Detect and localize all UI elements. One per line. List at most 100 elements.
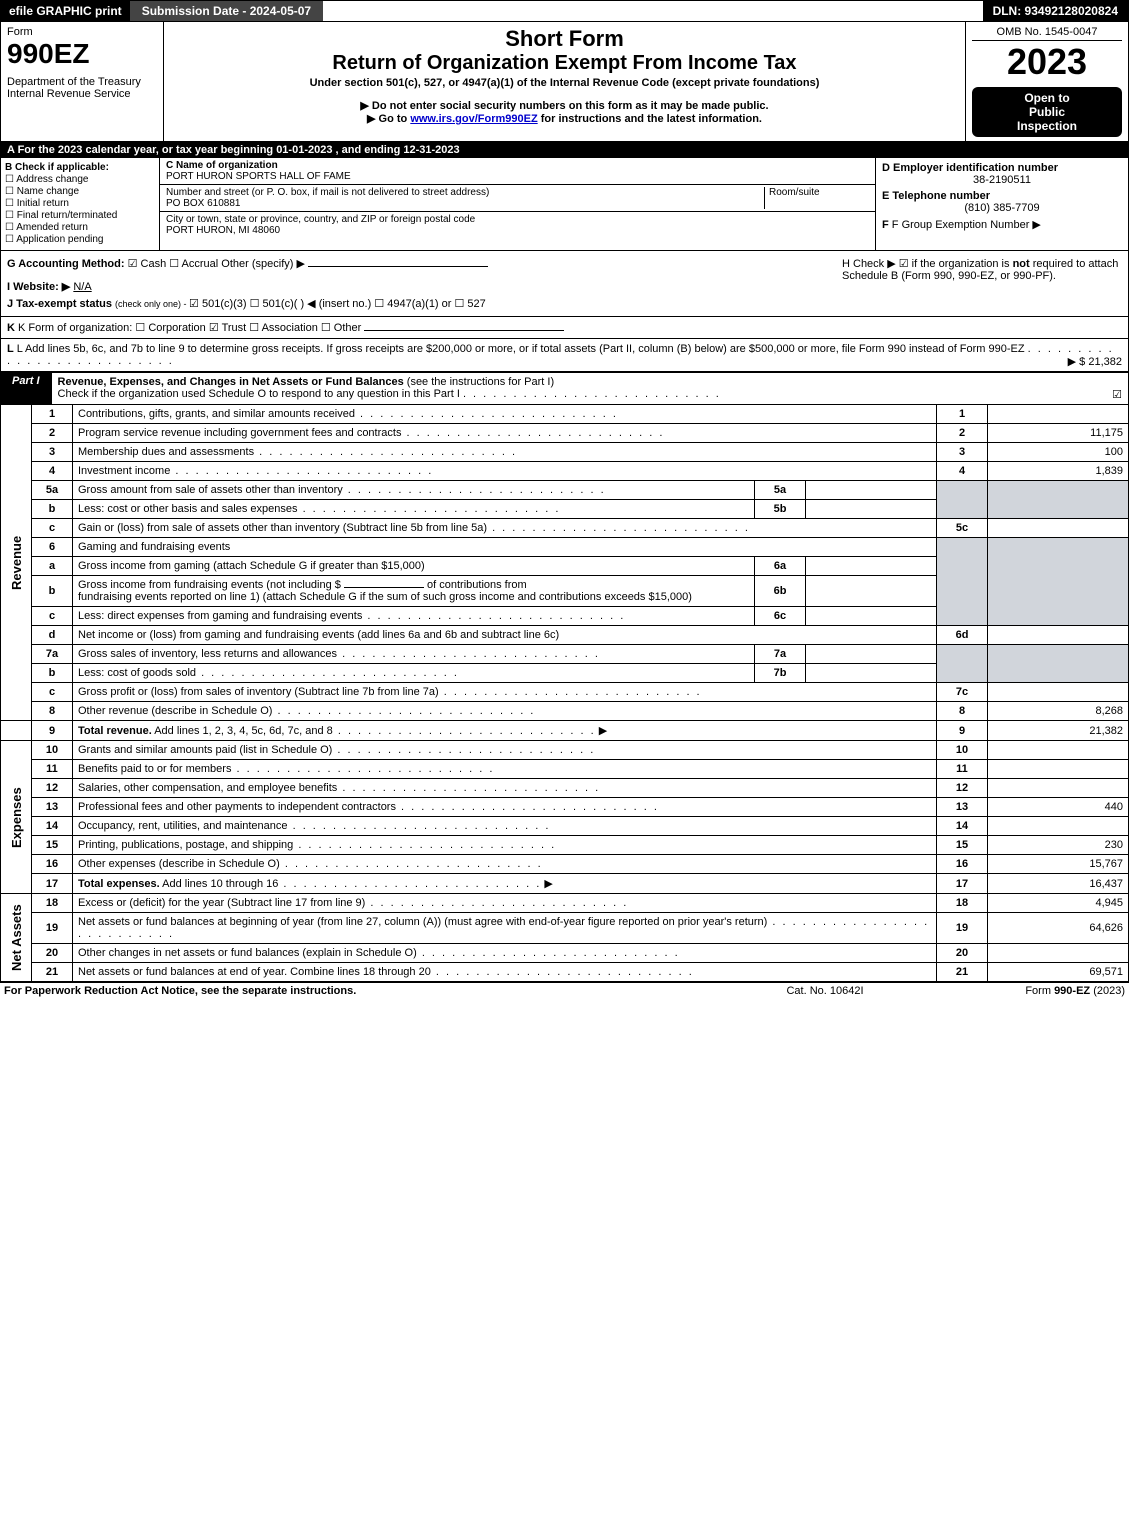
goto-line: ▶ Go to www.irs.gov/Form990EZ for instru… <box>170 112 959 125</box>
cb-final-return[interactable]: Final return/terminated <box>5 210 155 221</box>
dept-treasury: Department of the Treasury <box>7 76 157 88</box>
part1-check-line: Check if the organization used Schedule … <box>58 388 460 400</box>
l17-arrow: ▶ <box>544 878 552 890</box>
l2-amt: 11,175 <box>988 424 1129 443</box>
irs-link[interactable]: www.irs.gov/Form990EZ <box>410 113 537 125</box>
l17-num: 17 <box>32 874 73 894</box>
part1-schedule-o-checkbox[interactable]: ☑ <box>1112 388 1122 401</box>
l14-amt <box>988 817 1129 836</box>
l9-arrow: ▶ <box>599 725 607 737</box>
section-b: B Check if applicable: Address change Na… <box>1 158 160 250</box>
l15-num: 15 <box>32 836 73 855</box>
l21-amtnum: 21 <box>937 963 988 982</box>
l13-desc: Professional fees and other payments to … <box>78 801 396 813</box>
cb-name-change[interactable]: Name change <box>5 186 155 197</box>
l7b-sub: 7b <box>755 664 806 683</box>
cb-initial-return[interactable]: Initial return <box>5 198 155 209</box>
l5c-num: c <box>32 519 73 538</box>
l5a-sub: 5a <box>755 481 806 500</box>
l4-amt: 1,839 <box>988 462 1129 481</box>
l17-desc2: Add lines 10 through 16 <box>160 878 279 890</box>
l15-amtnum: 15 <box>937 836 988 855</box>
l11-desc: Benefits paid to or for members <box>78 763 231 775</box>
l18-amtnum: 18 <box>937 894 988 913</box>
l11-amtnum: 11 <box>937 760 988 779</box>
org-city: PORT HURON, MI 48060 <box>166 225 280 236</box>
l11-num: 11 <box>32 760 73 779</box>
l16-amt: 15,767 <box>988 855 1129 874</box>
l16-num: 16 <box>32 855 73 874</box>
l6a-num: a <box>32 557 73 576</box>
top-bar: efile GRAPHIC print Submission Date - 20… <box>0 0 1129 22</box>
goto-prefix: ▶ Go to <box>367 113 410 125</box>
footer-right-bold: 990-EZ <box>1054 985 1090 997</box>
l5a-subval <box>806 481 937 500</box>
subtitle: Under section 501(c), 527, or 4947(a)(1)… <box>170 77 959 89</box>
l6c-subval <box>806 607 937 626</box>
inspection-line1: Open to <box>978 91 1116 105</box>
l19-amt: 64,626 <box>988 913 1129 944</box>
l5-shaded-num <box>937 481 988 519</box>
l4-desc: Investment income <box>78 465 170 477</box>
efile-label: efile GRAPHIC print <box>1 1 130 21</box>
ein-value: 38-2190511 <box>882 174 1122 186</box>
l7c-num: c <box>32 683 73 702</box>
l5b-num: b <box>32 500 73 519</box>
accounting-method: G Accounting Method: ☑ Cash ☐ Accrual Ot… <box>7 257 832 270</box>
l6b-desc-mid: of contributions from <box>427 579 527 591</box>
footer-catno: Cat. No. 10642I <box>725 985 925 997</box>
footer-right-pre: Form <box>1025 985 1054 997</box>
l3-num: 3 <box>32 443 73 462</box>
part1-title-row: Revenue, Expenses, and Changes in Net As… <box>52 372 1129 404</box>
header-center: Short Form Return of Organization Exempt… <box>164 22 965 141</box>
l7c-amtnum: 7c <box>937 683 988 702</box>
l8-amt: 8,268 <box>988 702 1129 721</box>
footer-formref: Form 990-EZ (2023) <box>925 985 1125 997</box>
h-label: H Check ▶ ☑ if the organization is <box>842 258 1013 270</box>
inspection-box: Open to Public Inspection <box>972 87 1122 137</box>
l6d-amtnum: 6d <box>937 626 988 645</box>
l6a-desc: Gross income from gaming (attach Schedul… <box>78 560 425 572</box>
form-word: Form <box>7 26 157 38</box>
l17-amt: 16,437 <box>988 874 1129 894</box>
l-amount: ▶ $ 21,382 <box>1068 355 1122 368</box>
l18-desc: Excess or (deficit) for the year (Subtra… <box>78 897 365 909</box>
l15-desc: Printing, publications, postage, and shi… <box>78 839 293 851</box>
l6b-desc2: fundraising events reported on line 1) (… <box>78 591 692 603</box>
l2-amtnum: 2 <box>937 424 988 443</box>
cb-amended-return[interactable]: Amended return <box>5 222 155 233</box>
l7c-amt <box>988 683 1129 702</box>
form-number: 990EZ <box>7 38 157 70</box>
l3-amtnum: 3 <box>937 443 988 462</box>
l5b-sub: 5b <box>755 500 806 519</box>
g-options: ☑ Cash ☐ Accrual Other (specify) ▶ <box>128 258 305 270</box>
l7-shaded-val <box>988 645 1129 683</box>
group-exemption-text: F Group Exemption Number ▶ <box>892 219 1041 231</box>
dln-label: DLN: 93492128020824 <box>983 1 1128 21</box>
g-label: G Accounting Method: <box>7 258 125 270</box>
org-name-row: C Name of organization PORT HURON SPORTS… <box>160 158 875 185</box>
l9-amt: 21,382 <box>988 721 1129 741</box>
l18-num: 18 <box>32 894 73 913</box>
org-address: PO BOX 610881 <box>166 198 241 209</box>
l10-desc: Grants and similar amounts paid (list in… <box>78 744 332 756</box>
l6c-desc: Less: direct expenses from gaming and fu… <box>78 610 362 622</box>
l6b-num: b <box>32 576 73 607</box>
l6-num: 6 <box>32 538 73 557</box>
l17-amtnum: 17 <box>937 874 988 894</box>
l2-num: 2 <box>32 424 73 443</box>
tax-year: 2023 <box>972 41 1122 83</box>
l17-desc: Total expenses. <box>78 878 160 890</box>
l21-desc: Net assets or fund balances at end of ye… <box>78 966 431 978</box>
k-options: K Form of organization: ☐ Corporation ☑ … <box>18 322 361 334</box>
part1-title: Revenue, Expenses, and Changes in Net As… <box>58 376 404 388</box>
l5a-num: 5a <box>32 481 73 500</box>
cb-application-pending[interactable]: Application pending <box>5 234 155 245</box>
l6c-sub: 6c <box>755 607 806 626</box>
cb-address-change[interactable]: Address change <box>5 174 155 185</box>
part1-label: Part I <box>0 372 52 404</box>
l13-num: 13 <box>32 798 73 817</box>
footer: For Paperwork Reduction Act Notice, see … <box>0 982 1129 999</box>
website-value: N/A <box>73 281 91 293</box>
l5c-amt <box>988 519 1129 538</box>
